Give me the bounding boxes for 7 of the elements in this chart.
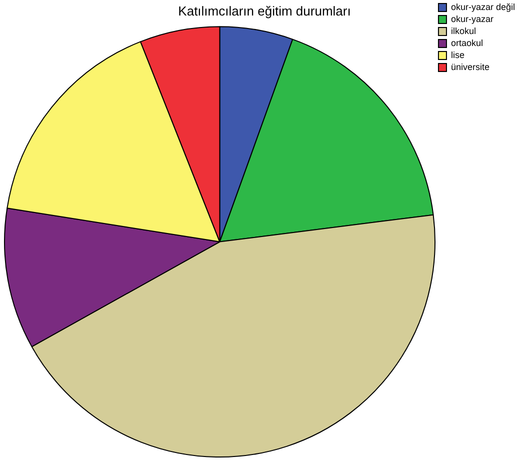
legend-label: ilkokul <box>450 26 476 36</box>
legend-label: ortaokul <box>450 38 484 48</box>
legend-label: lise <box>450 50 464 60</box>
legend-label: üniversite <box>450 62 490 72</box>
chart-title: Katılımcıların eğitim durumları <box>178 3 351 18</box>
legend-label: okur-yazar değil <box>450 2 516 12</box>
legend-label: okur-yazar <box>450 14 494 24</box>
